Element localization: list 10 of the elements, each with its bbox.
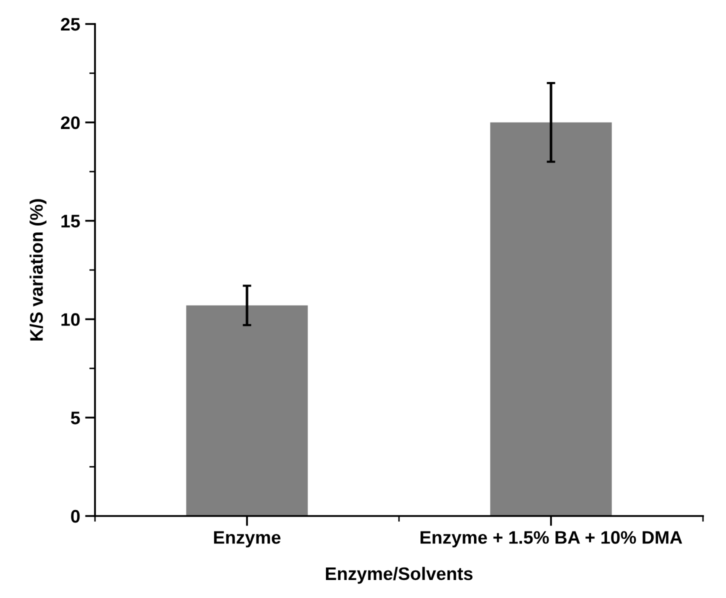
y-tick-label: 10	[61, 313, 80, 326]
x-axis-title: Enzyme/Solvents	[326, 566, 473, 584]
x-tick-label: Enzyme	[214, 531, 281, 548]
x-tick-label: Enzyme + 1.5% BA + 10% DMA	[420, 531, 682, 548]
y-tick-label: 5	[70, 412, 80, 424]
y-tick-label: 25	[60, 18, 80, 31]
y-tick-label: 0	[71, 510, 80, 523]
y-axis-title: K/S variation (%)	[30, 199, 46, 341]
y-tick-label: 20	[60, 116, 80, 130]
y-tick-label: 15	[61, 214, 80, 228]
